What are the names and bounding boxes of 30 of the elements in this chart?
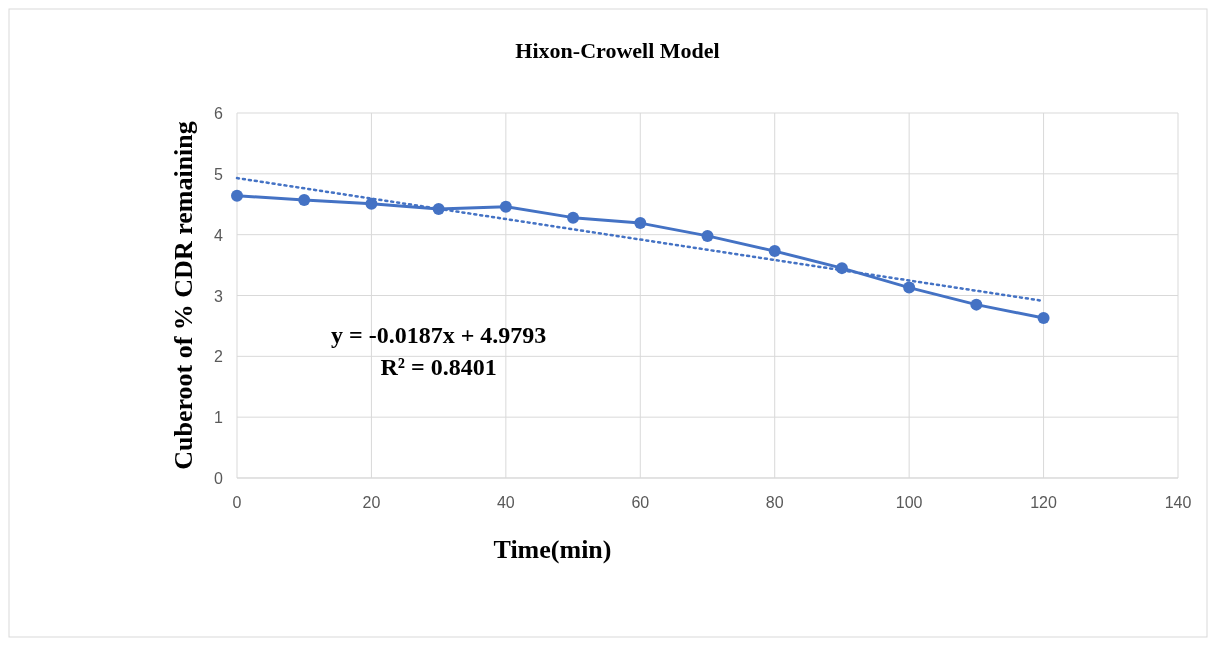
y-tick-label: 6 (214, 105, 224, 122)
point (298, 193, 311, 206)
point (701, 229, 714, 242)
y-tick-label: 4 (214, 226, 224, 244)
x-tick-label: 120 (1030, 494, 1058, 511)
point (903, 281, 916, 294)
point (567, 211, 580, 224)
chart-title: Hixon-Crowell Model (515, 38, 720, 63)
point (970, 298, 983, 311)
y-tick-label: 3 (214, 287, 224, 305)
y-tick-label: 2 (214, 348, 224, 366)
x-tick-label: 100 (895, 494, 923, 511)
x-axis-title: Time(min) (493, 535, 612, 564)
x-tick-label: 20 (362, 494, 381, 511)
point (1037, 312, 1050, 325)
point (499, 200, 512, 213)
x-tick-label: 40 (496, 494, 515, 511)
annotation: R² = 0.8401 (380, 353, 497, 380)
x-tick-label: 140 (1164, 494, 1192, 511)
y-tick-label: 5 (214, 165, 224, 183)
y-axis-title: Cuberoot of % CDR remaining (169, 121, 198, 470)
point (634, 217, 647, 230)
x-tick-label: 80 (765, 494, 784, 511)
annotation: y = -0.0187x + 4.9793 (330, 321, 547, 348)
point (768, 245, 781, 258)
y-tick-label: 1 (214, 409, 224, 427)
x-tick-label: 60 (631, 494, 650, 511)
x-tick-label: 0 (232, 494, 242, 511)
y-tick-label: 0 (214, 470, 224, 487)
point (231, 189, 243, 202)
